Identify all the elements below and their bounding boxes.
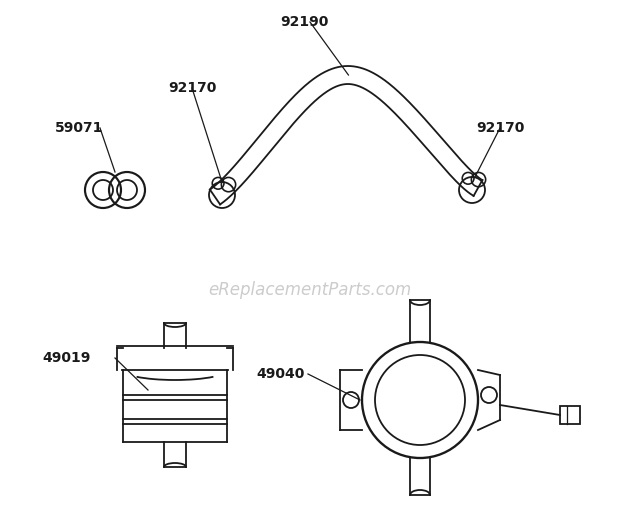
Text: 92190: 92190 bbox=[280, 15, 329, 29]
Text: 49019: 49019 bbox=[42, 351, 91, 365]
Text: 92170: 92170 bbox=[168, 81, 216, 95]
Text: eReplacementParts.com: eReplacementParts.com bbox=[208, 281, 412, 299]
Text: 92170: 92170 bbox=[476, 121, 525, 135]
Text: 59071: 59071 bbox=[55, 121, 104, 135]
Text: 49040: 49040 bbox=[256, 367, 304, 381]
Bar bbox=[560, 406, 580, 424]
